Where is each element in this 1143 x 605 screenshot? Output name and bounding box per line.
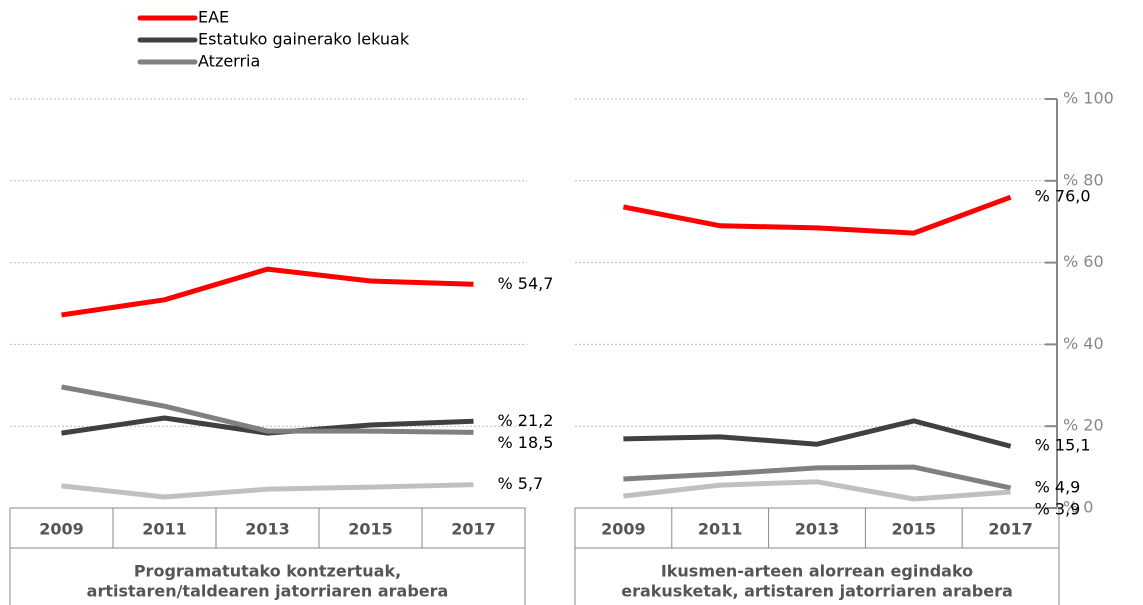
legend-label: EAE [198, 8, 229, 27]
data-label: % 18,5 [498, 433, 554, 452]
data-label: % 15,1 [1035, 436, 1091, 455]
x-tick-label: 2013 [245, 520, 290, 539]
x-tick-label: 2015 [892, 520, 937, 539]
panel-label: Ikusmen-arteen alorrean egindako [661, 562, 973, 581]
data-label: % 3,9 [1035, 499, 1081, 518]
y-tick-label: % 100 [1063, 89, 1114, 108]
x-tick-label: 2011 [142, 520, 187, 539]
data-label: % 76,0 [1035, 187, 1091, 206]
x-tick-label: 2013 [795, 520, 840, 539]
data-label: % 21,2 [498, 411, 554, 430]
panel-label: Programatutako kontzertuak, [134, 562, 401, 581]
series-line [61, 482, 474, 500]
panel-label: artistaren/taldearen jatorriaren arabera [87, 582, 449, 601]
series-line [623, 479, 1011, 502]
x-tick-label: 2017 [451, 520, 496, 539]
y-tick-label: % 40 [1063, 334, 1104, 353]
x-tick-label: 2017 [988, 520, 1033, 539]
data-label: % 4,9 [1035, 477, 1081, 496]
series-line [61, 384, 474, 435]
series-line [623, 418, 1012, 449]
x-tick-label: 2011 [698, 520, 743, 539]
legend-label: Atzerria [198, 52, 260, 71]
y-tick-label: % 80 [1063, 170, 1104, 189]
y-tick-label: % 60 [1063, 252, 1104, 271]
series-line [622, 194, 1012, 236]
data-label: % 54,7 [498, 274, 554, 293]
y-tick-label: % 20 [1063, 416, 1104, 435]
x-tick-label: 2015 [348, 520, 393, 539]
legend-label: Estatuko gainerako lekuak [198, 30, 410, 49]
series-line [61, 266, 474, 318]
series-line [623, 464, 1012, 491]
data-label: % 5,7 [498, 474, 544, 493]
y-tick-label: % 0 [1063, 498, 1093, 517]
x-tick-label: 2009 [39, 520, 84, 539]
panel-label: erakusketak, artistaren jatorriaren arab… [621, 582, 1013, 601]
x-tick-label: 2009 [601, 520, 646, 539]
